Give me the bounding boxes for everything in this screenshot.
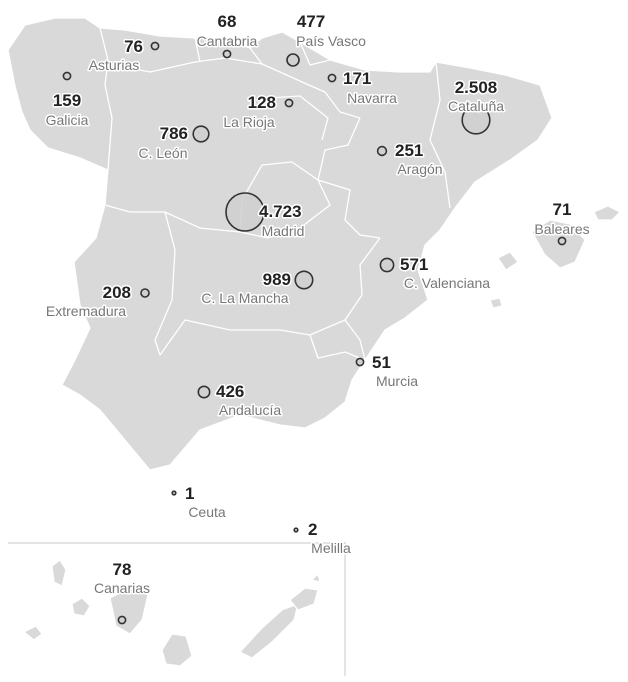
value-cataluna: 2.508 xyxy=(455,78,498,97)
label-asturias: Asturias xyxy=(89,57,140,73)
label-galicia: Galicia xyxy=(46,112,89,128)
bubble-melilla xyxy=(293,527,299,533)
value-pais-vasco: 477 xyxy=(297,12,325,31)
bubble-canarias xyxy=(117,615,127,625)
value-c-leon: 786 xyxy=(160,124,188,143)
value-c-la-mancha: 989 xyxy=(263,270,291,289)
bubble-c-valenciana xyxy=(379,257,395,273)
bubble-cataluna xyxy=(461,105,491,135)
label-pais-vasco: País Vasco xyxy=(296,33,366,49)
value-canarias: 78 xyxy=(113,560,132,579)
label-melilla: Melilla xyxy=(311,540,351,556)
value-asturias: 76 xyxy=(124,37,143,56)
value-andalucia: 426 xyxy=(216,382,244,401)
canarias-islands xyxy=(22,559,321,667)
region-borders xyxy=(99,27,451,361)
bubble-c-la-mancha xyxy=(294,270,314,290)
bubble-murcia xyxy=(355,357,365,367)
value-galicia: 159 xyxy=(53,91,81,110)
bubble-asturias xyxy=(150,41,160,51)
bubble-la-rioja xyxy=(284,98,294,108)
value-murcia: 51 xyxy=(372,353,391,372)
label-layer: 159 Galicia 76 Asturias 68 Cantabria 477… xyxy=(44,11,591,598)
value-ceuta: 1 xyxy=(185,484,194,503)
value-cantabria: 68 xyxy=(218,12,237,31)
bubble-andalucia xyxy=(197,385,211,399)
bubble-galicia xyxy=(62,71,72,81)
label-la-rioja: La Rioja xyxy=(223,114,275,130)
label-aragon: Aragón xyxy=(397,161,442,177)
portugal-gap xyxy=(28,130,108,385)
bubble-madrid xyxy=(225,192,265,232)
label-cantabria: Cantabria xyxy=(197,33,258,49)
label-murcia: Murcia xyxy=(376,373,418,389)
value-c-valenciana: 571 xyxy=(400,255,428,274)
value-melilla: 2 xyxy=(308,520,317,539)
label-navarra: Navarra xyxy=(347,90,397,106)
value-baleares: 71 xyxy=(553,200,572,219)
bubble-ceuta xyxy=(171,490,177,496)
label-extremadura: Extremadura xyxy=(46,303,126,319)
spain-mainland xyxy=(7,17,553,471)
canarias-inset-frame xyxy=(8,542,346,676)
value-aragon: 251 xyxy=(395,141,423,160)
label-canarias: Canarias xyxy=(94,580,150,596)
baleares-islands xyxy=(489,205,622,309)
value-madrid: 4.723 xyxy=(259,202,302,221)
label-c-la-mancha: C. La Mancha xyxy=(201,290,288,306)
bubble-navarra xyxy=(327,73,337,83)
bubble-cantabria xyxy=(222,49,232,59)
bubble-layer xyxy=(62,41,567,625)
value-extremadura: 208 xyxy=(103,283,131,302)
bubble-c-leon xyxy=(192,125,210,143)
bubble-extremadura xyxy=(140,288,150,298)
label-cataluna: Cataluña xyxy=(448,98,504,114)
label-c-leon: C. León xyxy=(138,145,187,161)
bubble-aragon xyxy=(376,145,388,157)
label-ceuta: Ceuta xyxy=(188,504,226,520)
bubble-baleares xyxy=(557,236,567,246)
value-navarra: 171 xyxy=(343,69,371,88)
label-andalucia: Andalucía xyxy=(219,402,281,418)
label-c-valenciana: C. Valenciana xyxy=(404,275,490,291)
value-la-rioja: 128 xyxy=(248,93,276,112)
label-baleares: Baleares xyxy=(534,221,589,237)
label-madrid: Madrid xyxy=(262,223,305,239)
bubble-pais-vasco xyxy=(286,53,300,67)
